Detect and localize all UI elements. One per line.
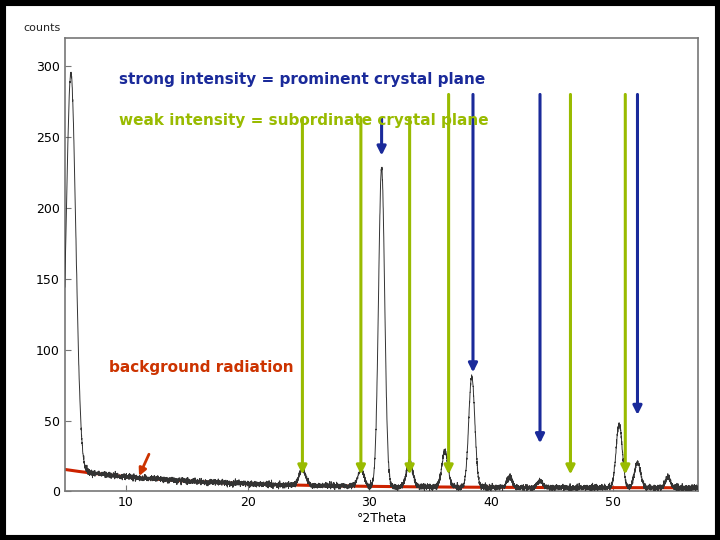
Text: background radiation: background radiation	[109, 360, 294, 375]
Text: strong intensity = prominent crystal plane: strong intensity = prominent crystal pla…	[119, 72, 485, 87]
X-axis label: °2Theta: °2Theta	[356, 512, 407, 525]
Text: counts: counts	[24, 23, 61, 33]
Text: weak intensity = subordinate crystal plane: weak intensity = subordinate crystal pla…	[119, 113, 488, 127]
